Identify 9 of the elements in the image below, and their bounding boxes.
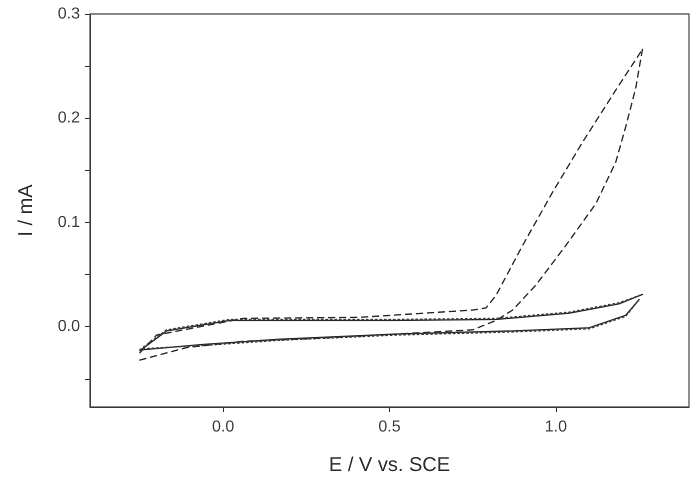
x-tick-label: 0.5 (378, 418, 401, 436)
y-axis-title: I / mA (15, 184, 37, 237)
y-tick-label: 0.0 (58, 318, 80, 336)
y-tick-label: 0.2 (58, 110, 80, 127)
x-tick-label: 1.0 (544, 418, 568, 436)
x-tick-label: 0.0 (212, 418, 234, 436)
y-tick-label: 0.3 (58, 6, 80, 22)
y-tick-label: 0.1 (58, 214, 80, 231)
x-axis-title: E / V vs. SCE (328, 454, 450, 476)
